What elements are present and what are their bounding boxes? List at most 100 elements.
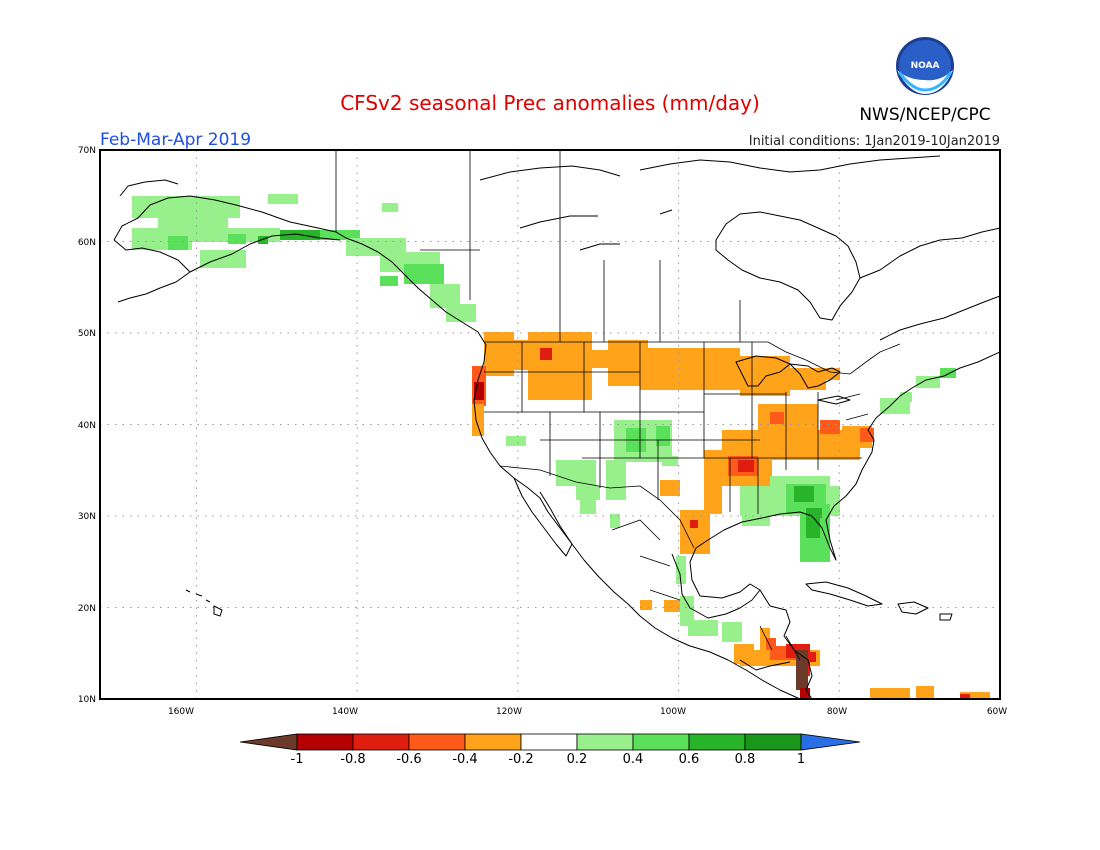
lon-tick-label: 140W (332, 707, 358, 717)
anomaly-cell (610, 514, 620, 528)
noaa-logo-text: NOAA (911, 61, 940, 71)
anomaly-cell (346, 238, 406, 256)
anomaly-cell (688, 620, 718, 636)
anomaly-cell (786, 368, 826, 390)
anomaly-cell (806, 508, 822, 538)
colorbar-label: 0.4 (623, 752, 644, 767)
lat-tick-label: 50N (78, 329, 96, 339)
colorbar-high-arrow (800, 733, 861, 751)
anomaly-cell (472, 404, 484, 436)
anomaly-cell (680, 596, 694, 626)
lat-tick-label: 60N (78, 238, 96, 248)
anomaly-cell (404, 264, 444, 284)
anomaly-cell (916, 376, 940, 388)
anomaly-cell (770, 412, 784, 424)
anomaly-cell (382, 203, 398, 212)
anomaly-cell (506, 436, 526, 446)
colorbar-swatch (520, 733, 578, 751)
political-borders (335, 150, 901, 661)
anomaly-cell (870, 688, 910, 699)
lon-tick-label: 120W (496, 707, 522, 717)
coastlines (113, 155, 1000, 699)
anomaly-cell (680, 510, 710, 554)
anomaly-cell (960, 692, 990, 699)
anomaly-cell (940, 368, 956, 378)
lon-tick-label: 100W (660, 707, 686, 717)
anomaly-cell (280, 230, 340, 240)
forecast-period: Feb-Mar-Apr 2019 (100, 130, 251, 150)
colorbar-label: 0.6 (679, 752, 700, 767)
anomaly-cell (722, 622, 742, 642)
colorbar-label: -0.6 (396, 752, 421, 767)
anomaly-cell (656, 426, 670, 446)
colorbar-swatch (408, 733, 466, 751)
anomaly-cell (740, 356, 790, 396)
lat-tick-label: 30N (78, 512, 96, 522)
colorbar-low-arrow (239, 733, 298, 751)
colorbar-label: -1 (291, 752, 304, 767)
anomaly-cell (484, 332, 514, 376)
anomaly-cell (540, 348, 552, 360)
anomaly-cell (900, 392, 912, 402)
anomaly-cell (960, 694, 970, 699)
colorbar: -1 -0.8 -0.6 -0.4 -0.2 0.2 0.4 0.6 0.8 1 (239, 733, 861, 767)
anomaly-cell (766, 638, 776, 652)
noaa-logo: NOAA (896, 37, 954, 95)
map-panel: 70N 60N 50N 40N 30N 20N 10N 160W 140W 12… (78, 146, 1007, 717)
anomaly-cell (640, 348, 740, 390)
anomaly-cell (158, 206, 228, 232)
colorbar-label: -0.2 (508, 752, 533, 767)
anomaly-cell (580, 500, 596, 514)
colorbar-label: -0.4 (452, 752, 477, 767)
anomaly-cell (690, 520, 698, 528)
colorbar-label: 0.2 (567, 752, 588, 767)
lat-tick-label: 40N (78, 421, 96, 431)
colorbar-swatch (632, 733, 690, 751)
colorbar-swatch (464, 733, 522, 751)
anomaly-cell (820, 368, 840, 380)
anomaly-cell (576, 486, 600, 500)
lat-tick-label: 20N (78, 604, 96, 614)
anomaly-cell (268, 194, 298, 204)
anomaly-cell (168, 236, 188, 250)
lat-tick-label: 70N (78, 146, 96, 156)
anomaly-cell (738, 460, 754, 472)
lat-tick-label: 10N (78, 695, 96, 705)
latitude-tick-labels: 70N 60N 50N 40N 30N 20N 10N (78, 146, 96, 705)
colorbar-swatch (296, 733, 354, 751)
anomaly-cell (704, 470, 722, 514)
colorbar-swatch (744, 733, 802, 751)
anomaly-cell (820, 518, 830, 558)
colorbar-swatch (352, 733, 410, 751)
anomaly-cell (474, 382, 484, 400)
anomaly-cell (584, 350, 614, 368)
map-title: CFSv2 seasonal Prec anomalies (mm/day) (340, 91, 760, 115)
map-frame (99, 149, 1001, 700)
anomaly-cell (200, 250, 246, 268)
anomaly-cell (662, 456, 678, 466)
anomaly-cell (380, 276, 398, 286)
anomaly-cell (446, 304, 476, 322)
lon-tick-label: 80W (827, 707, 847, 717)
anomaly-cell (660, 480, 680, 496)
anomaly-cell (258, 236, 268, 244)
anomaly-cell (796, 650, 808, 690)
colorbar-label: 1 (797, 752, 805, 767)
anomaly-cell (320, 230, 360, 240)
lon-tick-label: 160W (168, 707, 194, 717)
anomaly-cell (820, 420, 840, 434)
anomaly-cell (808, 652, 816, 662)
anomaly-cell (606, 460, 626, 500)
initial-conditions: Initial conditions: 1Jan2019-10Jan2019 (749, 134, 1000, 149)
colorbar-label: 0.8 (735, 752, 756, 767)
anomaly-cell (916, 686, 934, 699)
anomaly-cell (228, 234, 246, 244)
colorbar-label: -0.8 (340, 752, 365, 767)
longitude-tick-labels: 160W 140W 120W 100W 80W 60W (168, 707, 1007, 717)
anomaly-cell (800, 688, 810, 699)
anomaly-cell (704, 450, 724, 470)
agency-label: NWS/NCEP/CPC (859, 105, 990, 125)
anomaly-cell (860, 428, 874, 442)
anomaly-cell (760, 628, 770, 658)
